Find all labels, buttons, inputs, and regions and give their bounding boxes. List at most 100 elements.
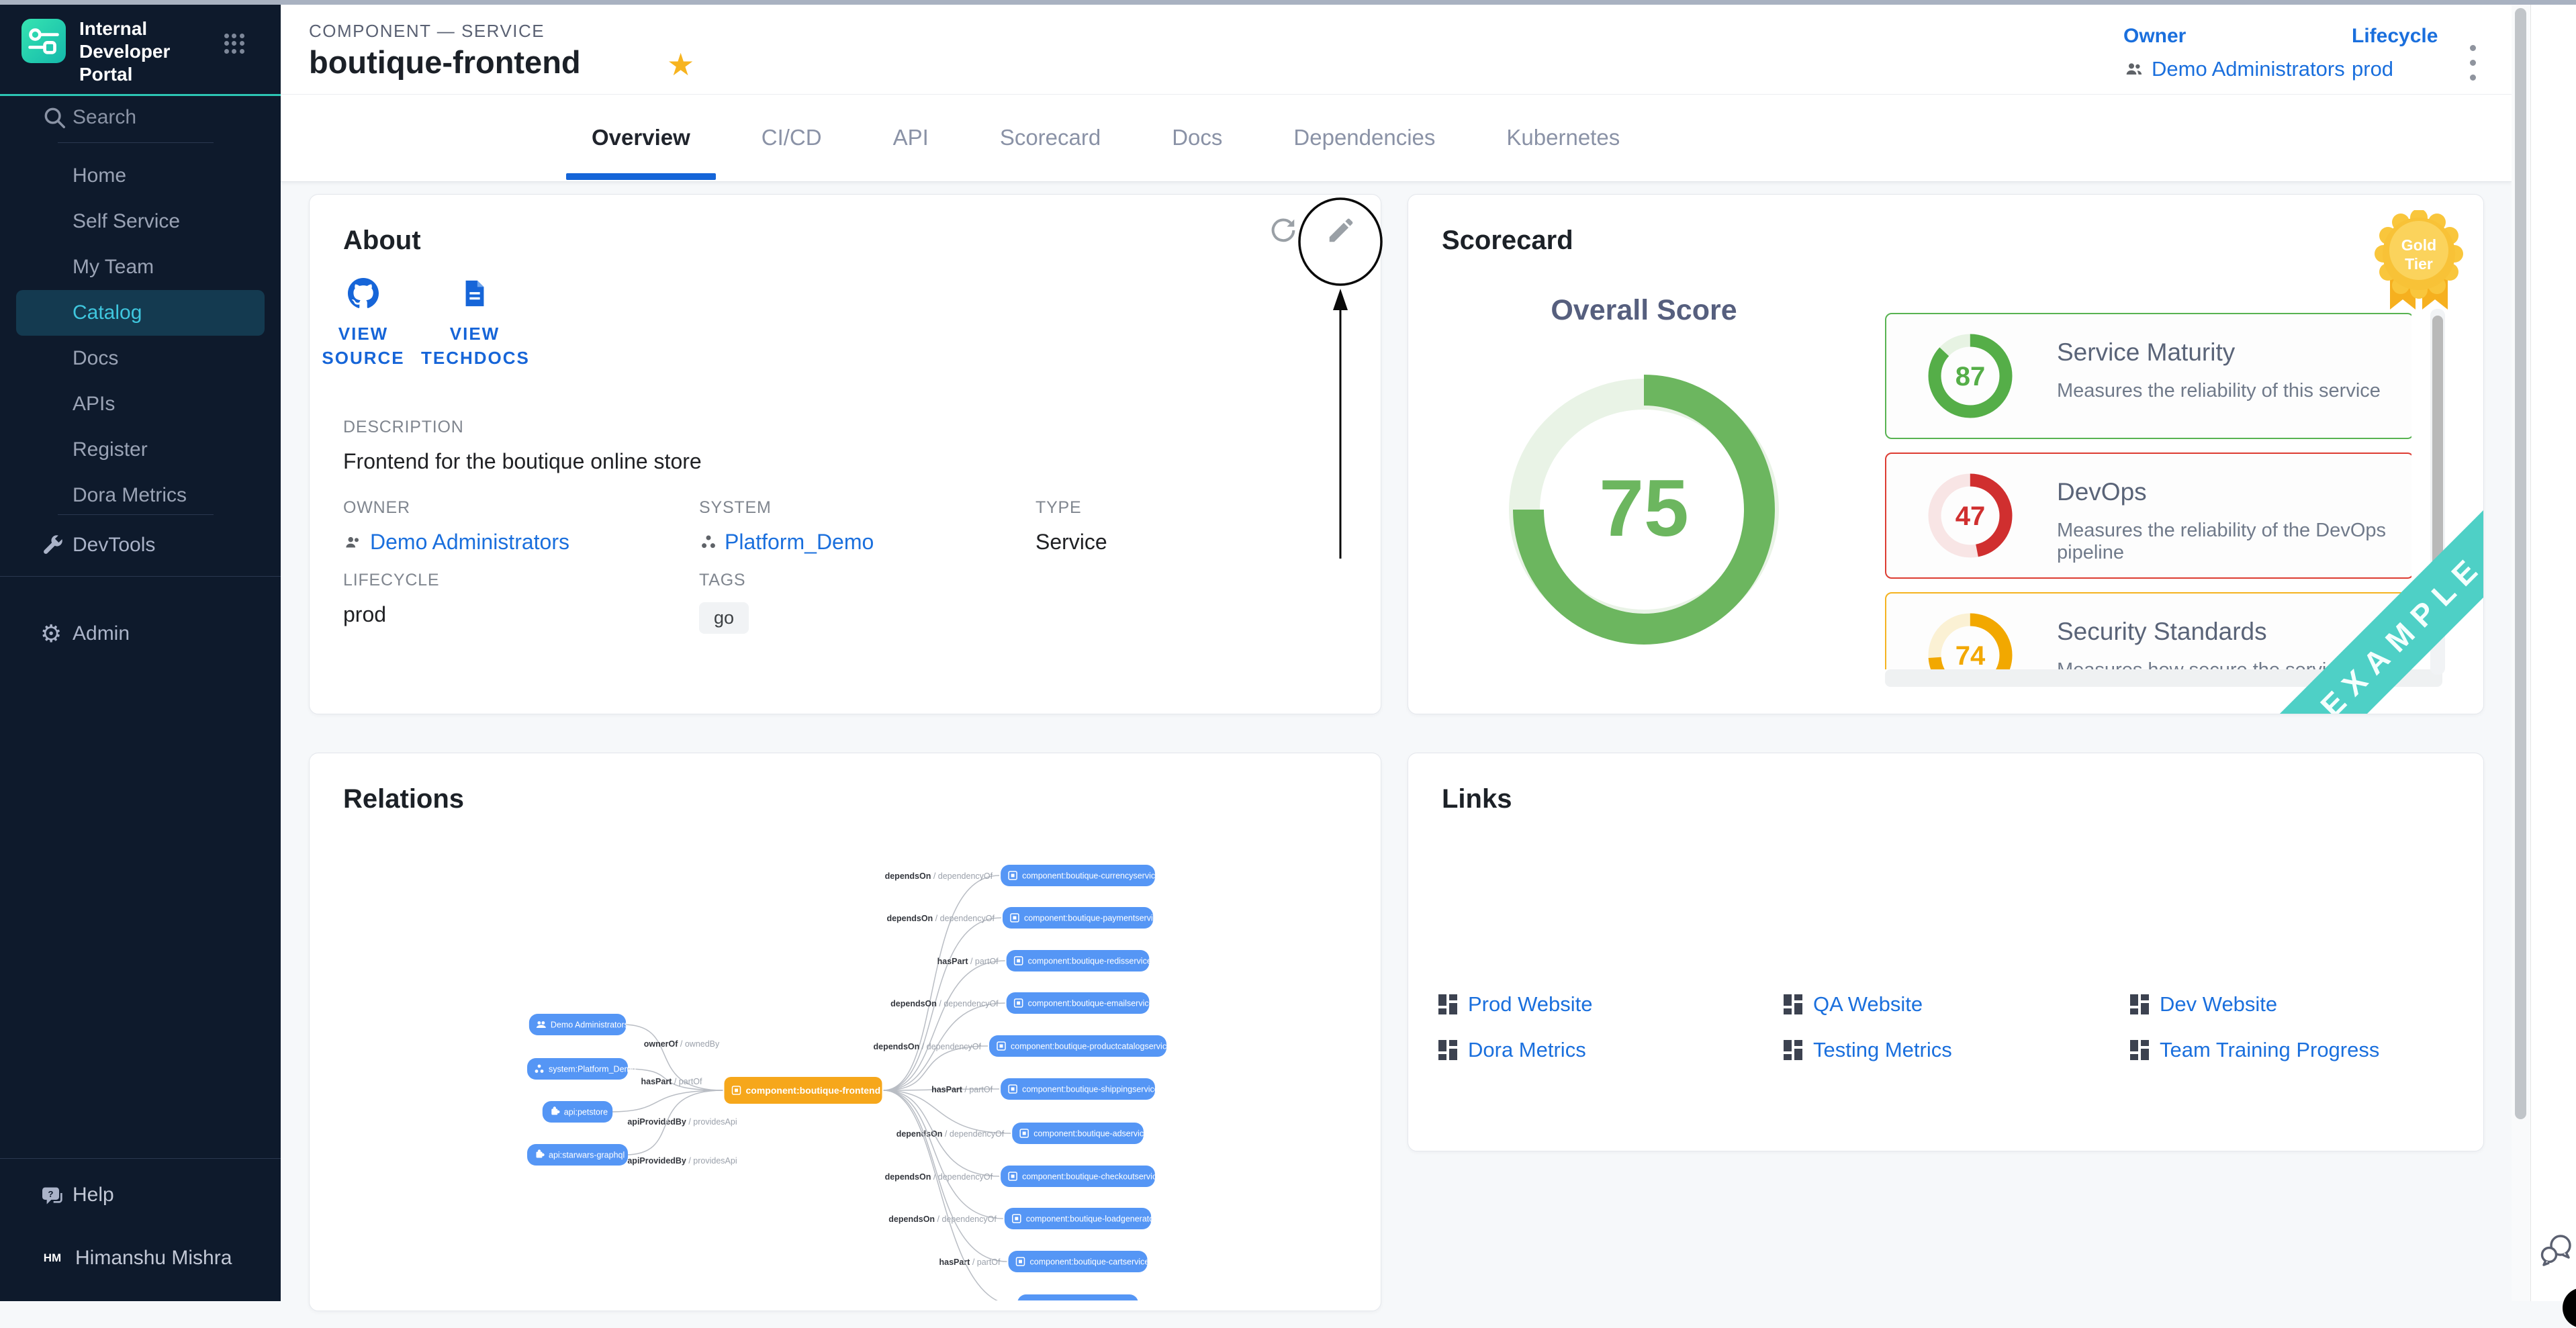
score-donut: 74 xyxy=(1920,605,2021,669)
links-title: Links xyxy=(1442,784,1512,814)
sidebar-item-apis[interactable]: APIs xyxy=(0,381,281,427)
edge-label: apiProvidedBy / providesApi xyxy=(627,1156,737,1166)
links-grid: Prod Website QA Website Dev Website Dora Me… xyxy=(1438,990,2379,1065)
link-testing-metrics[interactable]: Testing Metrics xyxy=(1784,1035,2130,1065)
svg-text:Tier: Tier xyxy=(2405,255,2433,273)
svg-text:component:boutique-adservice: component:boutique-adservice xyxy=(1033,1129,1148,1139)
edit-pencil-icon[interactable] xyxy=(1326,215,1356,246)
sidebar-item-devtools[interactable]: DevTools xyxy=(0,524,281,567)
owner-column: Owner Demo Administrators xyxy=(2123,25,2345,81)
owner-link[interactable]: Demo Administrators xyxy=(2123,57,2345,81)
sidebar-nav: HomeSelf ServiceMy TeamCatalogDocsAPIsRe… xyxy=(0,153,281,518)
score-item-service-maturity[interactable]: 87Service MaturityMeasures the reliabili… xyxy=(1885,313,2411,439)
sidebar-item-catalog[interactable]: Catalog xyxy=(16,290,265,336)
graph-node-component-boutique-redisservice[interactable]: component:boutique-redisservice xyxy=(1007,950,1152,971)
sidebar-item-home[interactable]: Home xyxy=(0,153,281,199)
edge-label: ownerOf / ownedBy xyxy=(644,1039,720,1049)
system-icon xyxy=(699,533,718,552)
score-donut: 47 xyxy=(1920,465,2021,566)
score-desc: Measures the reliability of this service xyxy=(2057,380,2381,402)
tab-kubernetes[interactable]: Kubernetes xyxy=(1481,99,1645,181)
edge-label: dependsOn / dependencyOf xyxy=(890,999,999,1008)
score-item-list: 87Service MaturityMeasures the reliabili… xyxy=(1885,313,2411,669)
sidebar-item-admin[interactable]: ⚙ Admin xyxy=(0,612,281,655)
tab-api[interactable]: API xyxy=(868,99,954,181)
scorecard-card: Scorecard Overall Score 75 87Service Mat… xyxy=(1408,194,2484,714)
graph-node-component-boutique-productcatalogservice[interactable]: component:boutique-productcatalogservice xyxy=(989,1035,1171,1057)
graph-node-api-starwars-graphql[interactable]: api:starwars-graphql xyxy=(527,1144,628,1166)
score-item-security-standards[interactable]: 74Security StandardsMeasures how secure … xyxy=(1885,592,2411,669)
graph-node-partial[interactable] xyxy=(1017,1294,1138,1300)
link-dev-website[interactable]: Dev Website xyxy=(2130,990,2379,1019)
dashboard-icon xyxy=(2130,1040,2150,1060)
owner-entity-link[interactable]: Demo Administrators xyxy=(343,530,569,555)
sidebar-item-help[interactable]: ? Help xyxy=(0,1174,281,1217)
page-scrollbar-thumb[interactable] xyxy=(2515,8,2526,1119)
graph-node-component-boutique-shippingservice[interactable]: component:boutique-shippingservice xyxy=(1001,1078,1159,1100)
sidebar-item-self-service[interactable]: Self Service xyxy=(0,199,281,244)
about-card: About VIEWSOURCE VIEWTECHDOCS xyxy=(309,194,1381,714)
dashboard-icon xyxy=(1784,1040,1804,1060)
score-name: Security Standards xyxy=(2057,618,2267,646)
graph-node-component-boutique-emailservice[interactable]: component:boutique-emailservice xyxy=(1007,992,1154,1014)
link-label: Dora Metrics xyxy=(1468,1038,1586,1062)
chat-bubbles-icon[interactable] xyxy=(2539,1232,2574,1267)
link-prod-website[interactable]: Prod Website xyxy=(1438,990,1784,1019)
tab-ci-cd[interactable]: CI/CD xyxy=(736,99,847,181)
graph-node-component-boutique-loadgenerator[interactable]: component:boutique-loadgenerator xyxy=(1005,1208,1157,1229)
user-name: Himanshu Mishra xyxy=(75,1237,232,1280)
system-field: SYSTEM Platform_Demo xyxy=(699,498,874,555)
tags-field: TAGS go xyxy=(699,571,749,634)
techdocs-icon xyxy=(459,278,490,309)
graph-node-component-boutique-adservice[interactable]: component:boutique-adservice xyxy=(1012,1123,1148,1144)
user-menu[interactable]: HM Himanshu Mishra xyxy=(0,1237,281,1280)
dashboard-icon xyxy=(1438,994,1459,1014)
svg-text:component:boutique-currencyser: component:boutique-currencyservice xyxy=(1022,871,1160,881)
apps-grid-icon[interactable] xyxy=(224,34,244,54)
dashboard-icon xyxy=(2130,994,2150,1014)
refresh-icon[interactable] xyxy=(1268,215,1299,246)
gear-icon: ⚙ xyxy=(40,622,62,646)
graph-node-demo-administrators[interactable]: Demo Administrators xyxy=(529,1014,629,1035)
graph-node-component-boutique-currencyservice[interactable]: component:boutique-currencyservice xyxy=(1001,865,1160,886)
score-name: DevOps xyxy=(2057,478,2147,506)
view-source-link[interactable]: VIEWSOURCE xyxy=(310,278,417,370)
graph-node-component-boutique-paymentservice[interactable]: component:boutique-paymentservice xyxy=(1003,907,1162,929)
sidebar-item-my-team[interactable]: My Team xyxy=(0,244,281,290)
sidebar-item-register[interactable]: Register xyxy=(0,427,281,473)
tab-docs[interactable]: Docs xyxy=(1146,99,1248,181)
view-techdocs-link[interactable]: VIEWTECHDOCS xyxy=(421,278,528,370)
sidebar-item-dora-metrics[interactable]: Dora Metrics xyxy=(0,473,281,518)
link-team-training-progress[interactable]: Team Training Progress xyxy=(2130,1035,2379,1065)
favorite-star-icon[interactable]: ★ xyxy=(667,46,694,83)
link-qa-website[interactable]: QA Website xyxy=(1784,990,2130,1019)
page-title: boutique-frontend xyxy=(309,44,581,81)
score-item-devops[interactable]: 47 DevOps Measures the reliability of the … xyxy=(1885,453,2411,579)
sidebar-search[interactable]: Search xyxy=(0,102,281,134)
owner-field: OWNER Demo Administrators xyxy=(343,498,569,555)
overall-score-label: Overall Score xyxy=(1510,294,1778,327)
lifecycle-label: Lifecycle xyxy=(2352,25,2438,48)
portal-logo-icon[interactable] xyxy=(21,19,66,63)
more-options-kebab-icon[interactable] xyxy=(2465,44,2491,84)
github-icon xyxy=(348,278,379,309)
dashboard-icon xyxy=(1784,994,1804,1014)
link-dora-metrics[interactable]: Dora Metrics xyxy=(1438,1035,1784,1065)
dashboard-icon xyxy=(1438,1040,1459,1060)
tab-scorecard[interactable]: Scorecard xyxy=(974,99,1126,181)
graph-node-system-platform-demo[interactable]: system:Platform_Demo xyxy=(527,1058,636,1080)
graph-node-api-petstore[interactable]: api:petstore xyxy=(543,1101,612,1123)
graph-node-component-boutique-cartservice[interactable]: component:boutique-cartservice xyxy=(1009,1251,1150,1272)
score-donut: 87 xyxy=(1920,326,2021,426)
tag-chip[interactable]: go xyxy=(699,602,749,634)
relations-graph[interactable]: ownerOf / ownedByhasPart / partOfapiProv… xyxy=(309,753,1380,1300)
graph-node-component-boutique-checkoutservice[interactable]: component:boutique-checkoutservice xyxy=(1001,1166,1161,1187)
graph-node-component-boutique-frontend[interactable]: component:boutique-frontend xyxy=(725,1077,882,1104)
link-label: QA Website xyxy=(1813,992,1923,1016)
tab-dependencies[interactable]: Dependencies xyxy=(1268,99,1461,181)
score-desc: Measures the reliability of the DevOps p… xyxy=(2057,520,2411,564)
tab-overview[interactable]: Overview xyxy=(566,99,716,181)
system-entity-link[interactable]: Platform_Demo xyxy=(699,530,874,555)
sidebar-item-docs[interactable]: Docs xyxy=(0,336,281,381)
svg-text:Demo Administrators: Demo Administrators xyxy=(551,1021,629,1030)
